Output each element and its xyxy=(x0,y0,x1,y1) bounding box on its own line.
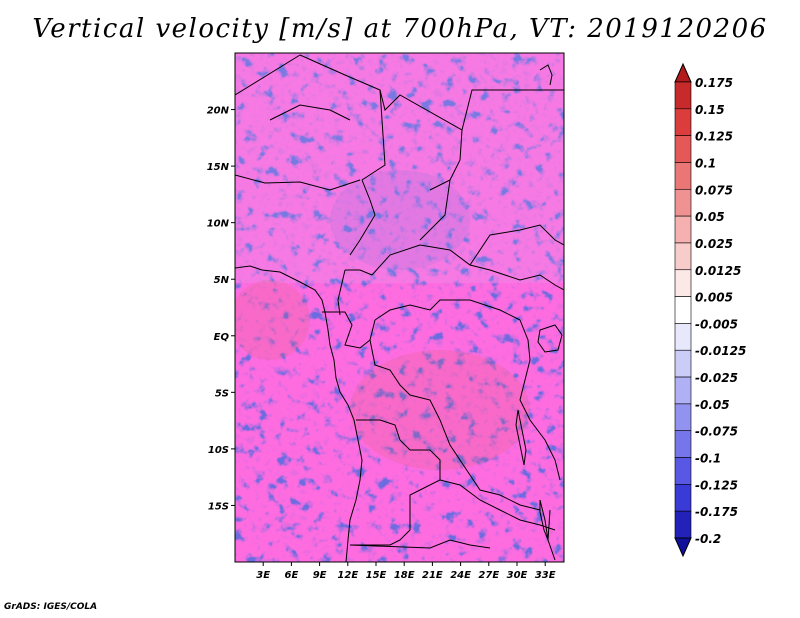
colorbar-segment xyxy=(674,188,692,217)
border-eritrea xyxy=(539,64,553,86)
colorbar-label: -0.2 xyxy=(695,532,721,546)
colorbar-label: -0.1 xyxy=(695,452,721,466)
border-north-1 xyxy=(235,54,463,191)
border-car xyxy=(371,244,564,291)
lon-tick-label: 18E xyxy=(394,570,415,581)
border-north-4 xyxy=(269,104,351,121)
colorbar-label: -0.125 xyxy=(695,478,738,492)
grads-credit: GrADS: IGES/COLA xyxy=(4,602,98,612)
colorbar-segment xyxy=(674,108,692,136)
lon-tick-label: 33E xyxy=(535,570,556,581)
colorbar-segment xyxy=(674,430,692,458)
lat-tick-label: 5S xyxy=(215,388,229,399)
lat-tick-label: 20N xyxy=(207,106,230,117)
lat-tick-label: 5N xyxy=(214,275,230,286)
border-mozambique xyxy=(547,509,556,561)
velocity-field xyxy=(235,53,564,562)
lat-tick-label: 15S xyxy=(208,501,229,512)
lon-tick-label: 21E xyxy=(422,570,443,581)
lake-tanganyika xyxy=(515,409,527,466)
lat-tick-label: 10N xyxy=(207,219,230,230)
border-south-sudan xyxy=(469,224,564,266)
colorbar-label: 0.05 xyxy=(695,210,725,224)
lon-tick-label: 9E xyxy=(313,570,327,581)
colorbar-bottom-arrow xyxy=(674,537,692,558)
lake-victoria xyxy=(537,324,563,353)
lat-tick-label: EQ xyxy=(214,332,230,343)
lon-tick-label: 24E xyxy=(450,570,471,581)
border-east xyxy=(519,319,561,481)
colorbar-segment xyxy=(674,403,692,432)
lon-tick-label: 30E xyxy=(507,570,528,581)
colorbar-segment xyxy=(674,349,692,378)
border-cameroon xyxy=(337,269,373,316)
colorbar: 0.175 0.15 0.125 0.1 0.075 0.05 0.025 0.0125 0.0… xyxy=(674,62,746,558)
country-borders xyxy=(235,54,564,562)
lon-axis: 3E 6E 9E 12E 15E 18E 21E 24E 27E 30E 33E xyxy=(256,562,556,581)
colorbar-segment xyxy=(674,269,692,297)
colorbar-segment xyxy=(674,242,692,271)
lon-tick-label: 15E xyxy=(366,570,387,581)
lon-tick-label: 6E xyxy=(285,570,299,581)
colorbar-label: 0.1 xyxy=(695,156,716,170)
colorbar-label: 0.075 xyxy=(695,183,733,197)
colorbar-label: -0.075 xyxy=(695,425,738,439)
lake-malawi xyxy=(539,499,549,541)
colorbar-label: 0.175 xyxy=(695,76,733,90)
lon-tick-label: 27E xyxy=(478,570,499,581)
colorbar-label: 0.0125 xyxy=(695,264,741,278)
colorbar-segment xyxy=(674,484,692,512)
colorbar-segment xyxy=(674,162,692,190)
colorbar-label: -0.025 xyxy=(695,371,738,385)
map-frame xyxy=(234,52,565,563)
colorbar-segment xyxy=(674,81,692,110)
colorbar-label: 0.005 xyxy=(695,291,733,305)
colorbar-segment xyxy=(674,296,692,324)
colorbar-segment xyxy=(674,510,692,539)
border-congo xyxy=(374,299,521,321)
chart-title: Vertical velocity [m/s] at 700hPa, VT: 2… xyxy=(32,14,768,44)
lon-tick-label: 3E xyxy=(256,570,270,581)
colorbar-segment xyxy=(674,457,692,485)
colorbar-label: -0.05 xyxy=(695,398,730,412)
coastline xyxy=(235,265,363,562)
border-north-2 xyxy=(235,174,361,191)
colorbar-segment xyxy=(674,135,692,163)
border-zambia xyxy=(439,479,556,531)
colorbar-label: 0.125 xyxy=(695,130,733,144)
lon-tick-label: 12E xyxy=(337,570,358,581)
colorbar-label: 0.15 xyxy=(695,103,725,117)
border-drc xyxy=(369,339,541,511)
border-chad-sudan xyxy=(419,89,564,241)
colorbar-label: 0.025 xyxy=(695,237,733,251)
lat-tick-label: 15N xyxy=(207,162,230,173)
colorbar-segment xyxy=(674,376,692,405)
lat-axis: 20N 15N 10N 5N EQ 5S 10S 15S xyxy=(207,106,235,512)
colorbar-label: -0.005 xyxy=(695,317,738,331)
colorbar-segment xyxy=(674,215,692,244)
colorbar-segment xyxy=(674,323,692,351)
border-namibia xyxy=(349,539,491,549)
colorbar-top-arrow xyxy=(674,62,692,83)
lat-tick-label: 10S xyxy=(208,445,229,456)
border-north-3 xyxy=(349,89,386,256)
colorbar-label: -0.0125 xyxy=(695,344,746,358)
colorbar-label: -0.175 xyxy=(695,505,738,519)
